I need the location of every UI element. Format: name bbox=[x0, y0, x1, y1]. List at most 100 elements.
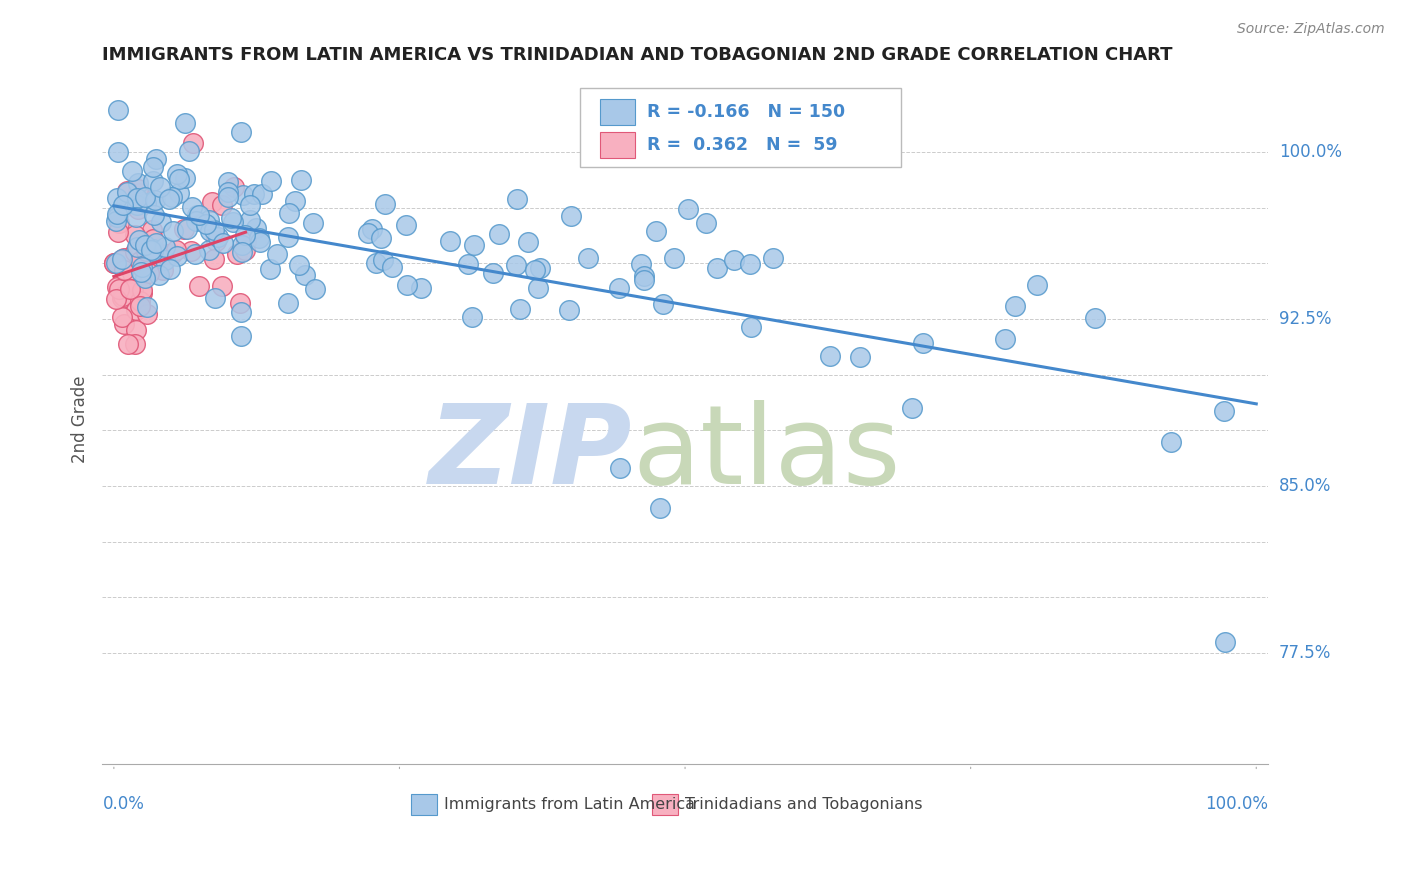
Point bbox=[115, 184, 138, 198]
Point bbox=[266, 246, 288, 260]
Point bbox=[738, 257, 761, 271]
Point bbox=[357, 226, 380, 240]
Point bbox=[103, 256, 125, 270]
Point bbox=[160, 246, 183, 260]
Point bbox=[150, 215, 173, 229]
Point bbox=[250, 186, 273, 201]
Point bbox=[142, 242, 165, 256]
Point bbox=[278, 206, 301, 220]
Point bbox=[181, 201, 204, 215]
Point bbox=[1213, 404, 1236, 418]
Point bbox=[103, 256, 125, 270]
Point bbox=[134, 237, 156, 252]
Point bbox=[173, 116, 195, 130]
Point bbox=[128, 233, 150, 247]
Point bbox=[463, 238, 485, 252]
Text: Source: ZipAtlas.com: Source: ZipAtlas.com bbox=[1237, 22, 1385, 37]
Point bbox=[145, 235, 167, 250]
Point bbox=[370, 231, 392, 245]
Point bbox=[395, 278, 418, 293]
Point bbox=[188, 209, 211, 223]
Point bbox=[294, 268, 316, 282]
Point bbox=[211, 198, 233, 212]
Point bbox=[131, 286, 153, 301]
Point bbox=[1160, 434, 1182, 449]
Point bbox=[153, 253, 176, 268]
Text: 100.0%: 100.0% bbox=[1279, 143, 1341, 161]
Point bbox=[138, 266, 160, 280]
Point bbox=[111, 197, 134, 211]
Point bbox=[259, 262, 281, 277]
Point bbox=[181, 136, 204, 150]
Bar bbox=[652, 794, 678, 814]
Point bbox=[211, 278, 233, 293]
Point bbox=[173, 221, 195, 235]
Point bbox=[202, 252, 225, 266]
Point bbox=[198, 243, 221, 257]
Point bbox=[145, 244, 167, 259]
Text: Trinidadians and Tobagonians: Trinidadians and Tobagonians bbox=[685, 797, 922, 812]
Point bbox=[127, 202, 149, 216]
Point bbox=[127, 182, 149, 196]
Text: 0.0%: 0.0% bbox=[103, 795, 145, 813]
Text: 77.5%: 77.5% bbox=[1279, 644, 1331, 662]
Point bbox=[231, 238, 253, 252]
Point bbox=[107, 216, 129, 230]
Text: IMMIGRANTS FROM LATIN AMERICA VS TRINIDADIAN AND TOBAGONIAN 2ND GRADE CORRELATIO: IMMIGRANTS FROM LATIN AMERICA VS TRINIDA… bbox=[103, 46, 1173, 64]
Point bbox=[120, 282, 142, 296]
Point bbox=[304, 282, 326, 296]
Point bbox=[125, 191, 148, 205]
Point bbox=[231, 304, 253, 318]
Point bbox=[186, 208, 208, 222]
Text: 92.5%: 92.5% bbox=[1279, 310, 1331, 328]
Point bbox=[233, 243, 256, 257]
Point bbox=[523, 263, 546, 277]
Point bbox=[233, 228, 256, 243]
Point bbox=[121, 163, 143, 178]
Point bbox=[125, 211, 148, 225]
Point bbox=[560, 209, 582, 223]
Point bbox=[105, 256, 128, 270]
Point bbox=[284, 194, 307, 208]
Point bbox=[124, 336, 146, 351]
Point bbox=[509, 302, 531, 317]
Point bbox=[247, 231, 270, 245]
Point bbox=[290, 172, 312, 186]
Point bbox=[460, 310, 482, 324]
Point bbox=[105, 191, 128, 205]
Point bbox=[142, 244, 165, 258]
Point bbox=[607, 281, 630, 295]
Point bbox=[224, 180, 246, 194]
Point bbox=[249, 235, 271, 249]
Point bbox=[1213, 635, 1236, 649]
Point bbox=[200, 224, 222, 238]
Point bbox=[439, 234, 461, 248]
Bar bbox=[600, 99, 636, 125]
Point bbox=[239, 213, 262, 227]
Point bbox=[141, 195, 163, 210]
Point bbox=[526, 281, 548, 295]
Point bbox=[187, 279, 209, 293]
Point bbox=[142, 208, 165, 222]
Point bbox=[134, 190, 156, 204]
Point bbox=[762, 251, 785, 265]
Point bbox=[184, 213, 207, 227]
Point bbox=[107, 103, 129, 118]
Text: R =  0.362   N =  59: R = 0.362 N = 59 bbox=[647, 136, 837, 154]
Point bbox=[143, 194, 166, 208]
Point bbox=[112, 317, 135, 331]
Point bbox=[740, 320, 762, 334]
Point bbox=[139, 243, 162, 257]
Point bbox=[105, 210, 128, 224]
Point bbox=[818, 349, 841, 363]
Point bbox=[108, 205, 131, 219]
Point bbox=[576, 251, 599, 265]
Point bbox=[302, 216, 325, 230]
Point bbox=[138, 254, 160, 268]
Point bbox=[204, 222, 226, 236]
Point bbox=[648, 501, 671, 516]
Point bbox=[107, 225, 129, 239]
Point bbox=[176, 221, 198, 235]
Point bbox=[165, 244, 187, 258]
Point bbox=[125, 323, 148, 337]
